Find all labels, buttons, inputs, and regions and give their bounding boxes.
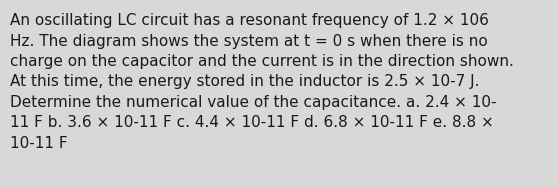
Text: An oscillating LC circuit has a resonant frequency of 1.2 × 106
Hz. The diagram : An oscillating LC circuit has a resonant… bbox=[10, 13, 514, 151]
